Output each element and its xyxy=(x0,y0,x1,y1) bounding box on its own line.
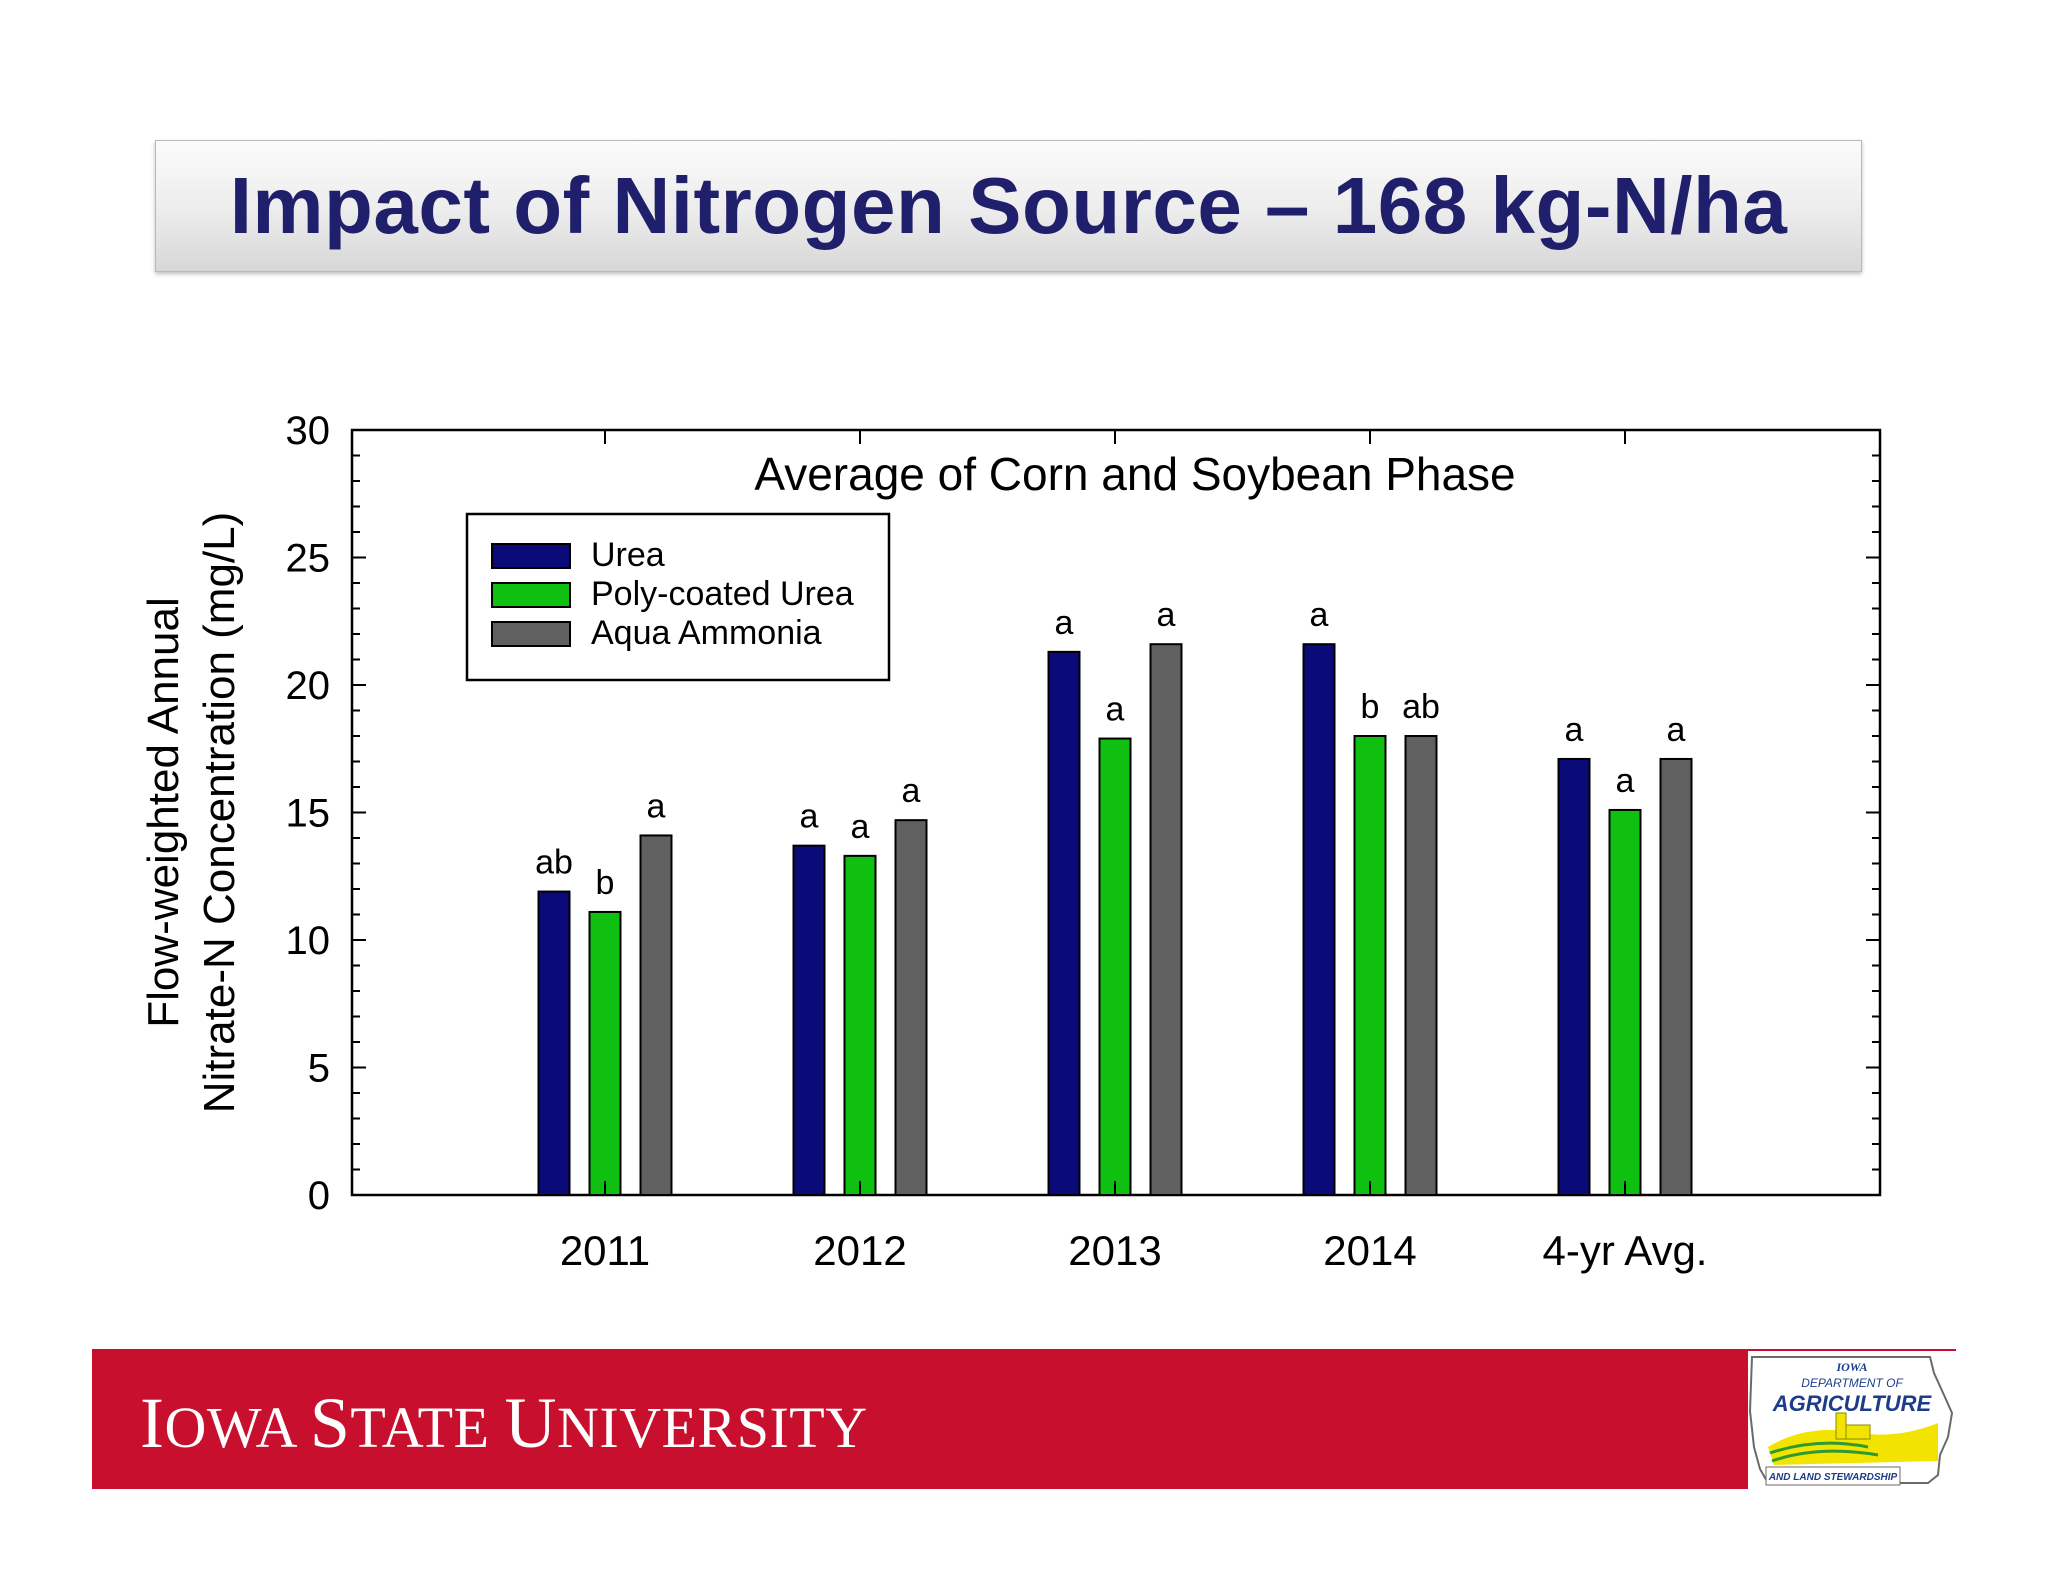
wordmark-cap-3: U xyxy=(504,1383,558,1463)
significance-label: a xyxy=(1616,762,1635,800)
significance-label: ab xyxy=(1402,688,1440,726)
bar-aqua-ammonia-0 xyxy=(639,834,673,1196)
bar-urea-1 xyxy=(792,844,826,1196)
y-tick-label: 5 xyxy=(308,1047,330,1091)
y-tick-label: 0 xyxy=(308,1174,330,1218)
significance-label: b xyxy=(1361,688,1380,726)
x-tick-label: 4-yr Avg. xyxy=(1543,1227,1708,1274)
significance-label: a xyxy=(647,787,666,825)
bar-aqua-ammonia-4 xyxy=(1659,757,1693,1196)
chart-title: Average of Corn and Soybean Phase xyxy=(754,448,1515,500)
y-axis-label-line-2: Nitrate-N Concentration (mg/L) xyxy=(195,512,244,1114)
university-wordmark: IOWA STATE UNIVERSITY xyxy=(140,1382,868,1465)
significance-label: a xyxy=(800,798,819,836)
field-rows xyxy=(1769,1441,1879,1463)
legend-label: Urea xyxy=(591,536,665,574)
barn-roof xyxy=(1845,1424,1871,1440)
wordmark-rest-2: TATE xyxy=(350,1395,505,1460)
x-tick-label: 2012 xyxy=(813,1227,906,1274)
legend-label: Aqua Ammonia xyxy=(591,614,822,652)
y-tick-label: 20 xyxy=(286,664,331,708)
wordmark-rest-1: OWA xyxy=(164,1395,310,1460)
legend-label: Poly-coated Urea xyxy=(591,575,854,613)
significance-label: a xyxy=(1667,711,1686,749)
bar-urea-2 xyxy=(1047,650,1081,1197)
wordmark-cap-2: S xyxy=(309,1383,351,1463)
title-banner: Impact of Nitrogen Source – 168 kg-N/ha xyxy=(155,140,1862,272)
significance-label: ab xyxy=(535,844,573,882)
bar-aqua-ammonia-2 xyxy=(1149,643,1183,1196)
significance-label: b xyxy=(596,864,615,902)
bar-chart: 0 5 10 15 20 25 30 Flow-weighted Annual Nitrate-… xyxy=(139,409,1882,1274)
iowa-agriculture-logo: IOWA DEPARTMENT OF AGRICULTURE AND LAND … xyxy=(1748,1356,1954,1486)
y-tick-label: 15 xyxy=(286,792,331,836)
bar-urea-3 xyxy=(1302,643,1336,1196)
bar-poly-coated-urea-2 xyxy=(1098,737,1132,1196)
bar-poly-coated-urea-0 xyxy=(588,910,622,1196)
logo-line-4: AND LAND STEWARDSHIP xyxy=(1768,1472,1898,1483)
bar-urea-0 xyxy=(537,890,571,1196)
significance-label: a xyxy=(1157,596,1176,634)
logo-line-2: DEPARTMENT OF xyxy=(1801,1376,1903,1390)
bar-aqua-ammonia-3 xyxy=(1404,735,1438,1196)
legend-swatch xyxy=(491,621,571,647)
wordmark-rest-3: NIVERSITY xyxy=(557,1395,868,1460)
legend-swatch xyxy=(491,582,571,608)
wordmark-cap-1: I xyxy=(140,1383,165,1463)
bar-poly-coated-urea-3 xyxy=(1353,735,1387,1196)
y-tick-label: 10 xyxy=(286,919,331,963)
bar-poly-coated-urea-4 xyxy=(1608,808,1642,1196)
logo-ribbon xyxy=(1765,1466,1901,1486)
slide-title: Impact of Nitrogen Source – 168 kg-N/ha xyxy=(229,161,1788,250)
x-tick-label: 2011 xyxy=(560,1227,650,1274)
bar-poly-coated-urea-1 xyxy=(843,854,877,1196)
significance-label: a xyxy=(851,808,870,846)
bar-urea-4 xyxy=(1557,757,1591,1196)
x-tick-label: 2013 xyxy=(1068,1227,1161,1274)
significance-label: a xyxy=(1055,604,1074,642)
legend-swatch xyxy=(491,543,571,569)
significance-label: a xyxy=(1565,711,1584,749)
logo-line-3: AGRICULTURE xyxy=(1772,1391,1933,1416)
significance-label: a xyxy=(1106,691,1125,729)
y-tick-label: 30 xyxy=(286,409,331,453)
significance-label: a xyxy=(902,772,921,810)
significance-label: a xyxy=(1310,596,1329,634)
logo-line-1: IOWA xyxy=(1835,1360,1867,1374)
bar-aqua-ammonia-1 xyxy=(894,819,928,1196)
x-tick-label: 2014 xyxy=(1323,1227,1416,1274)
footer-bar xyxy=(92,1349,1748,1489)
footer-rule xyxy=(1748,1349,1956,1351)
y-axis-label-line-1: Flow-weighted Annual xyxy=(139,597,188,1027)
barn-shape xyxy=(1835,1412,1847,1440)
y-tick-label: 25 xyxy=(286,537,331,581)
